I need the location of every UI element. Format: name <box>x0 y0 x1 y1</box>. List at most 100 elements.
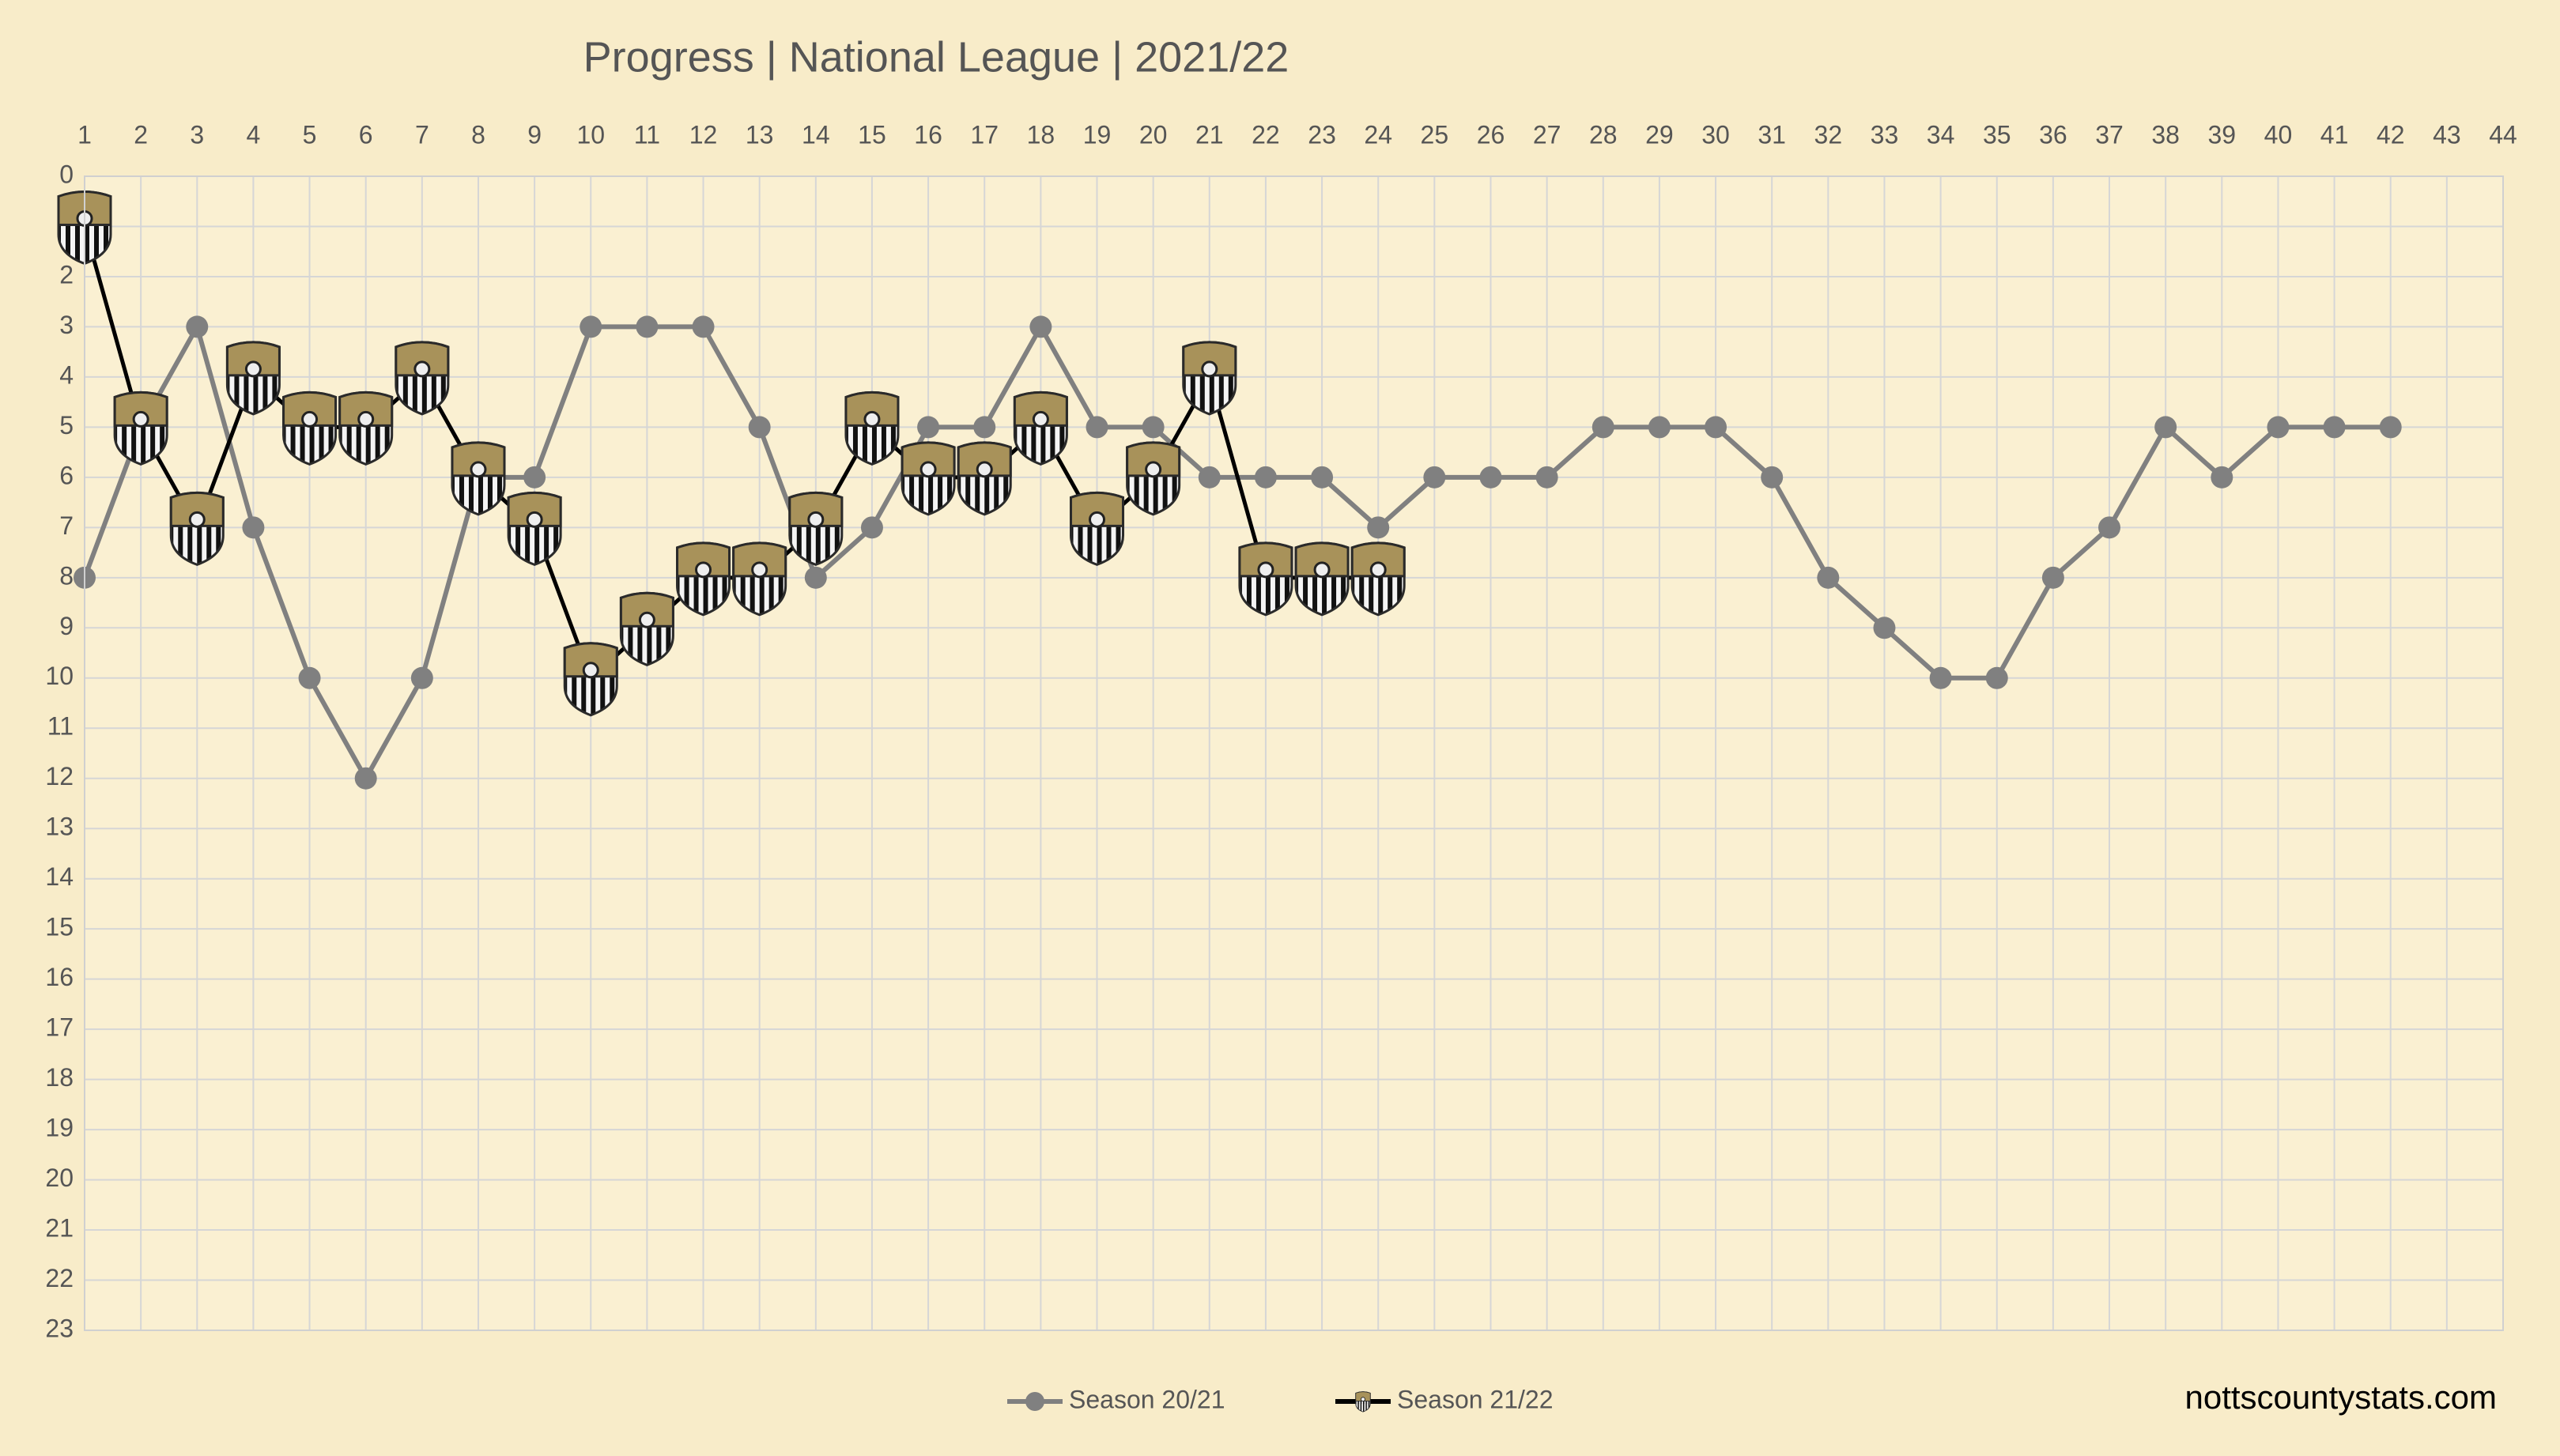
x-tick-label: 28 <box>1589 120 1618 149</box>
badge-marker <box>676 541 731 617</box>
badge-top <box>507 491 562 527</box>
y-tick-label: 3 <box>59 311 74 339</box>
x-tick-label: 13 <box>746 120 774 149</box>
x-tick-label: 30 <box>1701 120 1730 149</box>
point <box>354 767 377 790</box>
point <box>1086 416 1108 439</box>
badge-emblem <box>919 461 937 478</box>
credit: nottscountystats.com <box>2184 1379 2497 1416</box>
badge-top <box>619 591 674 628</box>
badge-top <box>844 390 900 427</box>
x-tick-label: 29 <box>1645 120 1674 149</box>
badge-marker <box>451 441 506 516</box>
x-tick-label: 8 <box>471 120 485 149</box>
point <box>1367 516 1390 539</box>
badge-marker <box>732 541 787 617</box>
badge-marker <box>1182 341 1237 416</box>
badge-top <box>1238 541 1293 578</box>
x-tick-label: 32 <box>1814 120 1843 149</box>
point <box>2267 416 2290 439</box>
point <box>748 416 771 439</box>
badge-top <box>676 541 731 578</box>
x-tick-label: 40 <box>2264 120 2293 149</box>
y-tick-label: 23 <box>45 1314 74 1342</box>
point <box>2211 466 2233 488</box>
badge-top <box>1013 390 1068 427</box>
point <box>636 315 659 338</box>
point <box>1592 416 1614 439</box>
badge-marker <box>844 390 900 466</box>
badge-emblem <box>301 410 319 428</box>
x-tick-label: 19 <box>1083 120 1112 149</box>
badge-top <box>788 491 844 527</box>
badge-marker <box>113 390 168 466</box>
point <box>2041 566 2064 589</box>
x-tick-label: 25 <box>1421 120 1449 149</box>
x-tick-label: 36 <box>2039 120 2067 149</box>
plot-border <box>84 175 2504 1331</box>
point <box>1929 666 1952 689</box>
badge-top <box>338 390 394 427</box>
y-tick-label: 0 <box>59 160 74 188</box>
point <box>1423 466 1446 488</box>
y-tick-label: 5 <box>59 411 74 439</box>
badge-marker <box>169 491 225 566</box>
point <box>1479 466 1502 488</box>
badge-top <box>395 341 450 377</box>
badge-marker <box>507 491 562 566</box>
chart-title: Progress | National League | 2021/22 <box>583 33 1289 81</box>
x-tick-label: 11 <box>634 120 660 149</box>
badge-marker <box>1070 491 1125 566</box>
point <box>1311 466 1334 488</box>
y-tick-label: 19 <box>45 1114 74 1142</box>
x-tick-label: 9 <box>527 120 542 149</box>
x-tick-label: 7 <box>415 120 429 149</box>
badge-emblem <box>244 360 262 378</box>
point <box>917 416 940 439</box>
badge-top <box>901 441 956 477</box>
point <box>523 466 546 488</box>
badge-top <box>1355 1391 1371 1401</box>
point <box>298 666 321 689</box>
badge-emblem <box>751 561 768 579</box>
point <box>860 516 883 539</box>
y-tick-label: 9 <box>59 612 74 640</box>
y-tick-label: 13 <box>45 813 74 841</box>
x-tick-label: 39 <box>2208 120 2237 149</box>
point <box>1761 466 1784 488</box>
x-tick-label: 44 <box>2489 120 2517 149</box>
y-tick-label: 22 <box>45 1264 74 1292</box>
x-tick-label: 34 <box>1927 120 1955 149</box>
badge-emblem <box>132 410 149 428</box>
y-tick-label: 12 <box>45 762 74 790</box>
point <box>1817 566 1840 589</box>
point <box>580 315 602 338</box>
badge-emblem <box>413 360 431 378</box>
badge-top <box>1182 341 1237 377</box>
x-tick-label: 1 <box>77 120 92 149</box>
legend-marker <box>1355 1391 1371 1413</box>
x-tick-label: 21 <box>1195 120 1224 149</box>
point <box>1535 466 1558 488</box>
y-tick-label: 16 <box>45 963 74 991</box>
badge-top <box>1126 441 1181 477</box>
x-tick-label: 6 <box>359 120 373 149</box>
point <box>1142 416 1165 439</box>
x-tick-label: 2 <box>134 120 148 149</box>
point <box>410 666 433 689</box>
badge-top <box>282 390 338 427</box>
badge-top <box>957 441 1012 477</box>
legend-label: Season 20/21 <box>1069 1385 1225 1413</box>
point <box>242 516 265 539</box>
badge-emblem <box>863 410 881 428</box>
badge-marker <box>282 390 338 466</box>
point <box>2154 416 2177 439</box>
x-tick-label: 27 <box>1533 120 1561 149</box>
point <box>1029 315 1052 338</box>
badge-marker <box>338 390 394 466</box>
point <box>2323 416 2346 439</box>
x-tick-label: 22 <box>1252 120 1280 149</box>
badge-top <box>113 390 168 427</box>
x-tick-label: 5 <box>303 120 317 149</box>
